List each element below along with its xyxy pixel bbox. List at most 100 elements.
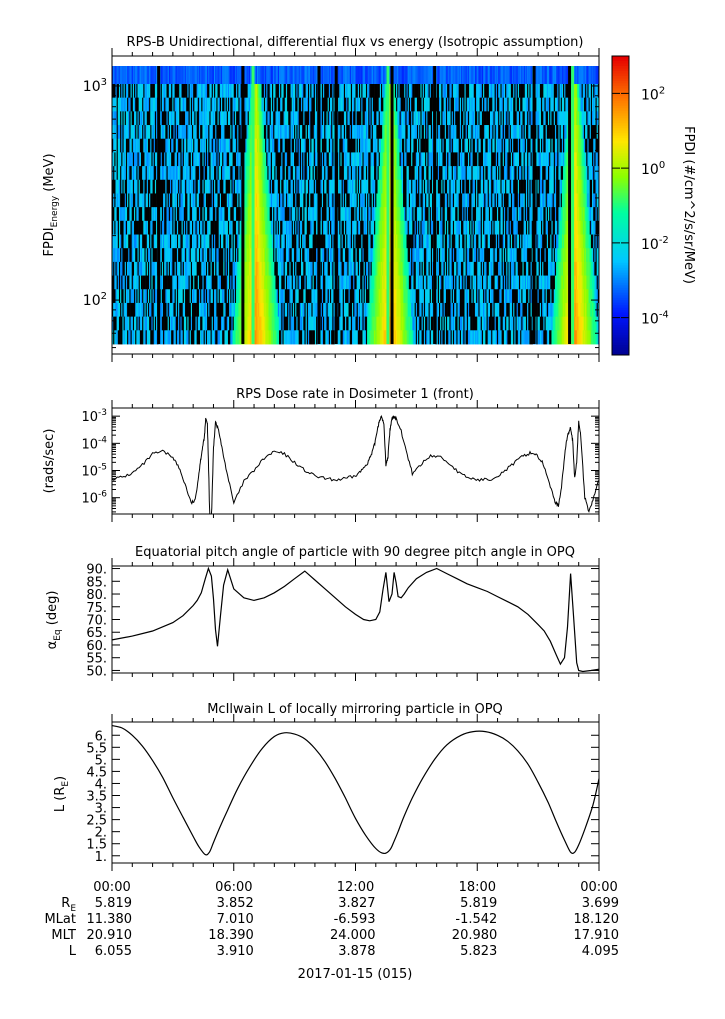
spectrogram-cell — [238, 179, 240, 194]
spectrogram-cell — [134, 125, 136, 140]
spectrogram-cell — [587, 66, 589, 84]
spectrogram-cell — [218, 152, 221, 167]
spectrogram-cell — [171, 207, 173, 222]
spectrogram-cell — [222, 97, 224, 112]
spectrogram-cell — [227, 166, 230, 181]
spectrogram-cell — [247, 138, 250, 153]
spectrogram-cell — [590, 179, 593, 194]
spectrogram-cell — [593, 138, 595, 153]
spectrogram-cell — [182, 125, 185, 140]
spectrogram-cell — [338, 179, 340, 194]
spectrogram-cell — [259, 125, 261, 140]
spectrogram-cell — [244, 152, 246, 167]
spectrogram-cell — [200, 166, 202, 181]
spectrogram-cell — [190, 66, 193, 84]
spectrogram-cell — [182, 66, 185, 84]
spectrogram-cell — [172, 179, 174, 194]
spectrogram-cell — [396, 220, 398, 235]
spectrogram-cell — [592, 179, 594, 194]
spectrogram-cell — [132, 207, 135, 222]
spectrogram-cell — [328, 220, 331, 235]
spectrogram-cell — [180, 179, 182, 194]
spectrogram-cell — [418, 111, 420, 126]
spectrogram-cell — [289, 193, 291, 208]
spectrogram-cell — [114, 166, 116, 181]
spectrogram-cell — [484, 66, 486, 84]
spectrogram-cell — [588, 193, 591, 208]
spectrogram-cell — [362, 152, 364, 167]
spectrogram-cell — [514, 166, 516, 181]
spectrogram-cell — [182, 97, 185, 112]
spectrogram-cell — [537, 207, 540, 222]
spectrogram-cell — [469, 166, 471, 181]
spectrogram-cell — [145, 207, 148, 222]
spectrogram-cell — [166, 179, 168, 194]
spectrogram-cell — [499, 111, 501, 126]
spectrogram-cell — [394, 66, 397, 84]
spectrogram-cell — [176, 138, 179, 153]
spectrogram-cell — [539, 138, 542, 153]
spectrogram-cell — [145, 166, 148, 181]
spectrogram-cell — [145, 84, 148, 99]
spectrogram-cell — [365, 193, 368, 208]
spectrogram-cell — [231, 111, 233, 126]
spectrogram-cell — [147, 193, 150, 208]
spectrogram-cell — [216, 84, 218, 99]
spectrogram-cell — [173, 193, 175, 208]
spectrogram-cell — [233, 125, 236, 140]
spectrogram-cell — [455, 111, 457, 126]
spectrogram-cell — [374, 84, 376, 99]
spectrogram-cell — [354, 97, 356, 112]
spectrogram-cell — [137, 179, 139, 194]
spectrogram-cell — [173, 166, 175, 181]
spectrogram-cell — [131, 220, 134, 235]
spectrogram-cell — [314, 111, 317, 126]
spectrogram-cell — [523, 179, 526, 194]
spectrogram-cell — [469, 152, 471, 167]
spectrogram-cell — [249, 166, 252, 181]
spectrogram-cell — [574, 179, 577, 194]
spectrogram-cell — [510, 84, 513, 99]
spectrogram-cell — [454, 111, 456, 126]
spectrogram-cell — [579, 152, 581, 167]
spectrogram-cell — [435, 193, 437, 208]
spectrogram-cell — [348, 66, 350, 84]
spectrogram-cell — [313, 166, 316, 181]
spectrogram-cell — [508, 111, 511, 126]
spectrogram-cell — [198, 193, 201, 208]
spectrogram-cell — [282, 179, 284, 194]
spectrogram-cell — [284, 193, 287, 208]
spectrogram-cell — [452, 207, 455, 222]
spectrogram-cell — [260, 97, 262, 112]
spectrogram-cell — [343, 179, 346, 194]
spectrogram-cell — [142, 207, 144, 222]
spectrogram-cell — [382, 152, 384, 167]
spectrogram-cell — [275, 179, 277, 194]
spectrogram-cell — [190, 84, 193, 99]
spectrogram-cell — [508, 220, 511, 235]
spectrogram-cell — [479, 179, 482, 194]
spectrogram-cell — [565, 166, 567, 181]
spectrogram-cell — [350, 152, 353, 167]
spectrogram-cell — [456, 111, 458, 126]
spectrogram-cell — [138, 138, 141, 153]
spectrogram-cell — [340, 111, 342, 126]
spectrogram-cell — [558, 66, 560, 84]
spectrogram-cell — [225, 179, 228, 194]
spectrogram-cell — [522, 193, 524, 208]
spectrogram-cell — [472, 84, 475, 99]
spectrogram-cell — [574, 84, 577, 99]
spectrogram-cell — [529, 166, 531, 181]
spectrogram-cell — [260, 111, 262, 126]
spectrogram-cell — [142, 66, 144, 84]
spectrogram-cell — [178, 138, 180, 153]
spectrogram-cell — [413, 207, 415, 222]
spectrogram-cell — [136, 193, 138, 208]
spectrogram-cell — [596, 166, 599, 181]
spectrogram-cell — [483, 111, 485, 126]
spectrogram-cell — [505, 84, 507, 99]
spectrogram-cell — [525, 152, 528, 167]
spectrogram-cell — [399, 111, 402, 126]
spectrogram-cell — [262, 66, 265, 84]
spectrogram-cell — [196, 84, 199, 99]
